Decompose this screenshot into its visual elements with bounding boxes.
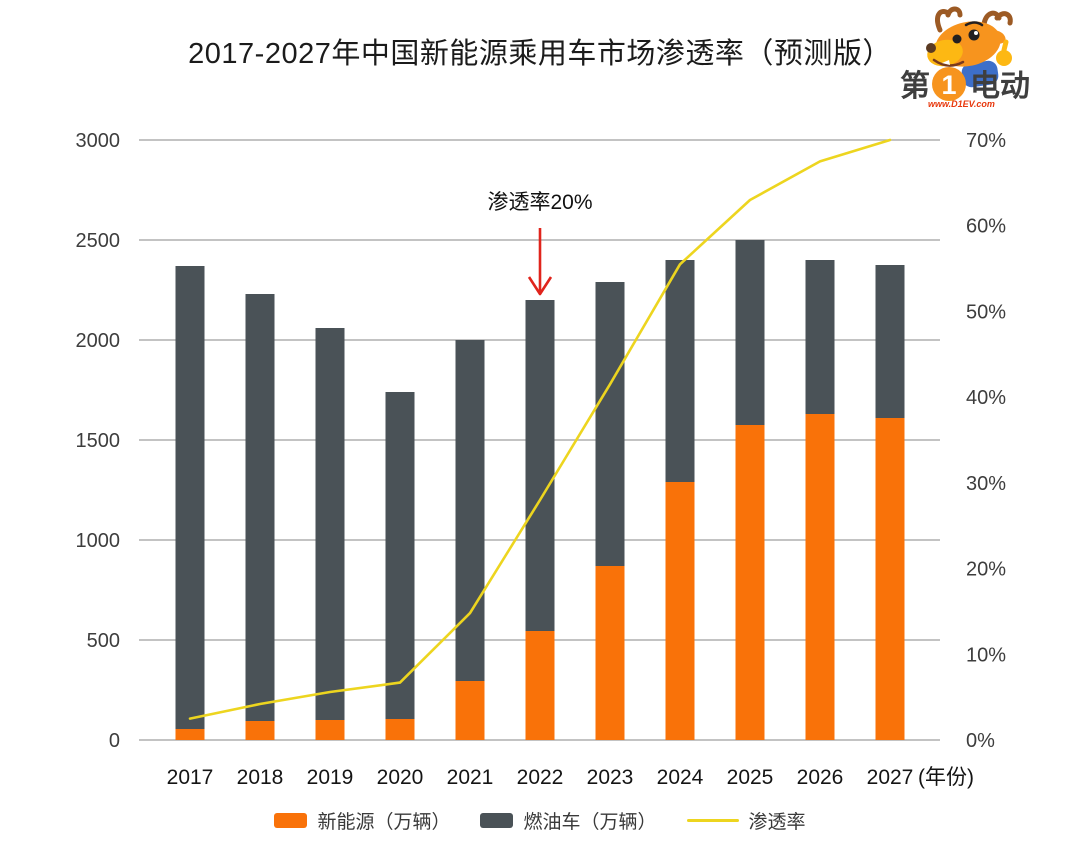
right-axis-tick: 10%	[966, 644, 1006, 666]
right-axis-tick: 30%	[966, 473, 1006, 495]
nev-bar-segment	[595, 566, 625, 740]
penetration-line	[188, 138, 892, 720]
left-axis-tick: 500	[87, 630, 120, 652]
nev-bar-segment	[875, 418, 905, 740]
left-axis-tick: 3000	[76, 130, 121, 152]
fuel-bar-segment	[735, 240, 765, 425]
fuel-bar-segment	[175, 266, 205, 729]
legend-item-penetration: 渗透率	[686, 807, 806, 834]
d1ev-logo: 第 1 电动 www.D1EV.com	[900, 6, 1030, 108]
deer-mascot-icon	[926, 6, 1013, 88]
annotation-arrowhead-icon	[527, 276, 553, 296]
x-axis-tick: 2027	[867, 766, 914, 789]
fuel-bar-segment	[595, 282, 625, 566]
x-axis-tick: 2026	[797, 766, 844, 789]
right-axis-tick: 0%	[966, 730, 995, 752]
right-axis-tick: 40%	[966, 387, 1006, 409]
fuel-bar-segment	[315, 328, 345, 720]
left-axis-tick: 2500	[76, 230, 121, 252]
right-axis-tick: 20%	[966, 559, 1006, 581]
x-axis-tick: 2024	[657, 766, 704, 789]
nev-bar-segment	[245, 721, 275, 740]
logo-number-badge	[932, 67, 966, 101]
nev-bar-segment	[735, 425, 765, 740]
fuel-bar-segment	[455, 340, 485, 681]
left-axis-tick: 1500	[76, 430, 121, 452]
nev-bar-segment	[315, 720, 345, 740]
left-axis-tick: 1000	[76, 530, 121, 552]
logo-brand-number: 1	[941, 70, 956, 100]
x-axis-tick: 2017	[167, 766, 214, 789]
x-axis-tick: 2021	[447, 766, 494, 789]
legend-item-fuel: 燃油车（万辆）	[480, 807, 657, 834]
nev-bar-segment	[455, 681, 485, 740]
fuel-bar-segment	[805, 260, 835, 414]
right-axis-tick: 70%	[966, 130, 1006, 152]
logo-site-url: www.D1EV.com	[928, 99, 995, 108]
x-axis-unit-label: (年份)	[918, 766, 974, 789]
penetration-line-swatch-icon	[686, 818, 739, 822]
right-axis-tick: 50%	[966, 301, 1006, 323]
legend-label-fuel: 燃油车（万辆）	[523, 811, 657, 833]
nev-bar-segment	[525, 631, 555, 740]
fuel-bar-segment	[875, 265, 905, 418]
x-axis-tick: 2020	[377, 766, 424, 789]
logo-brand-prefix: 第	[900, 69, 930, 103]
nev-bar-segment	[385, 719, 415, 740]
legend-label-nev: 新能源（万辆）	[317, 811, 451, 833]
x-axis-tick: 2019	[307, 766, 354, 789]
legend-label-penetration: 渗透率	[748, 811, 806, 833]
nev-bar-segment	[665, 482, 695, 740]
nev-swatch-icon	[274, 812, 308, 828]
fuel-bar-segment	[525, 300, 555, 631]
fuel-bar-segment	[665, 260, 695, 482]
logo-brand-suffix: 电动	[970, 70, 1030, 103]
nev-bar-segment	[175, 729, 205, 740]
chart-legend: 新能源（万辆） 燃油车（万辆） 渗透率	[0, 803, 1080, 837]
x-axis-tick: 2023	[587, 766, 634, 789]
left-axis-tick: 2000	[76, 330, 121, 352]
fuel-swatch-icon	[480, 812, 514, 828]
fuel-bar-segment	[245, 294, 275, 721]
x-axis-tick: 2025	[727, 766, 774, 789]
nev-bar-segment	[805, 414, 835, 740]
x-axis-tick: 2022	[517, 766, 564, 789]
right-axis-tick: 60%	[966, 216, 1006, 238]
annotation-label: 渗透率20%	[487, 191, 593, 214]
left-axis-tick: 0	[109, 730, 120, 752]
chart-title: 2017-2027年中国新能源乘用车市场渗透率（预测版）	[188, 38, 892, 70]
fuel-bar-segment	[385, 392, 415, 719]
x-axis-tick: 2018	[237, 766, 284, 789]
legend-item-nev: 新能源（万辆）	[274, 807, 450, 834]
